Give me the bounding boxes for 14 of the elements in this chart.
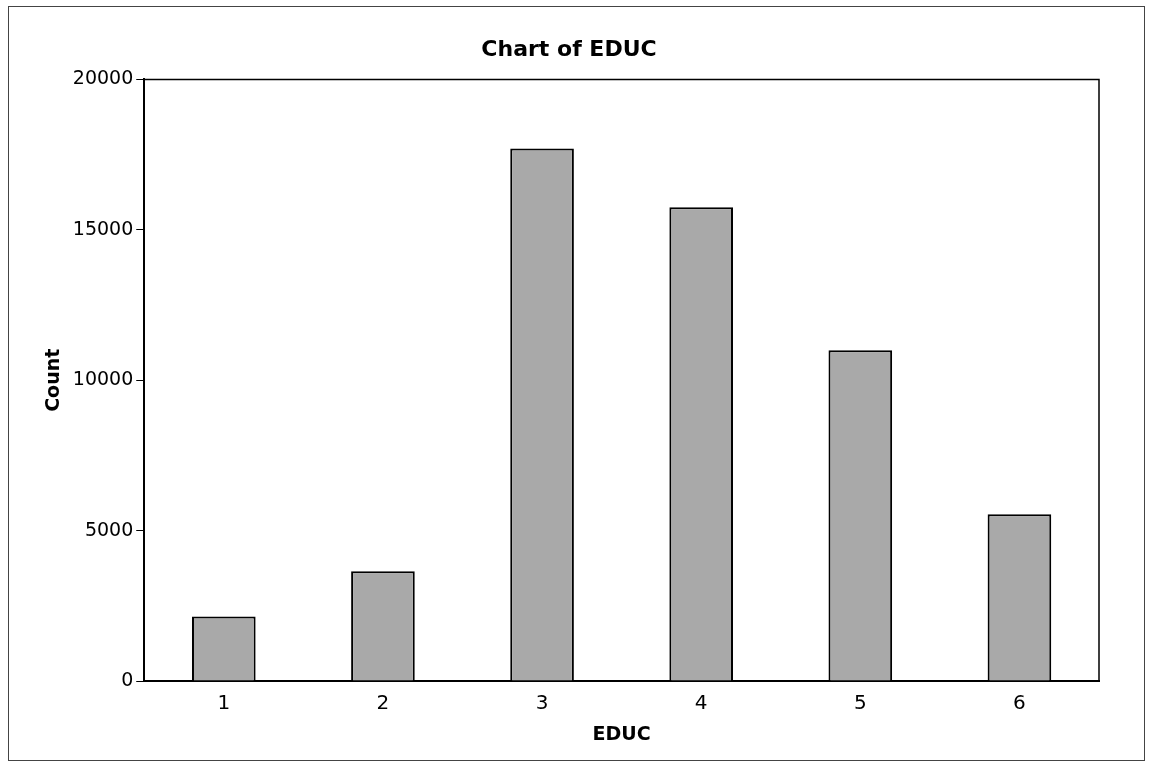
x-tick-label: 4: [694, 690, 708, 715]
x-tick-label: 5: [853, 690, 867, 715]
x-tick-label: 1: [217, 690, 231, 715]
y-axis-title: Count: [41, 348, 64, 412]
x-tick-label: 3: [535, 690, 549, 715]
y-tick-label: 5000: [84, 517, 134, 540]
y-tick-label: 10000: [72, 367, 134, 390]
x-axis-title: EDUC: [592, 721, 651, 744]
y-tick-label: 0: [121, 668, 134, 691]
x-tick-label: 6: [1013, 690, 1026, 715]
x-tick-label: 2: [376, 690, 390, 715]
chart-title: Chart of EDUC: [481, 35, 657, 61]
y-tick-label: 20000: [72, 66, 134, 89]
y-tick-label: 15000: [72, 216, 134, 239]
